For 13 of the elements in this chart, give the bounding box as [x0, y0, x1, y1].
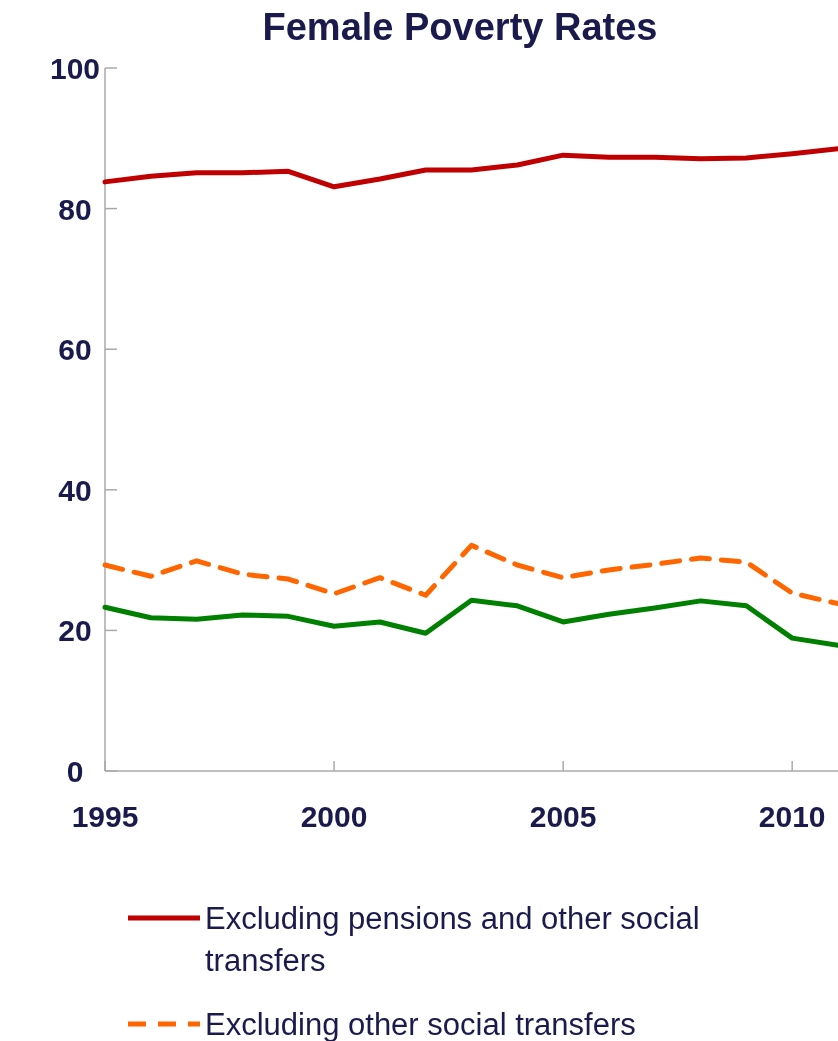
y-tick-label: 0 — [66, 755, 84, 788]
x-tick-label: 2010 — [758, 800, 826, 833]
x-tick-label: 2005 — [529, 800, 597, 833]
x-tick-label: 1995 — [71, 800, 139, 833]
y-tick-label: 20 — [58, 614, 92, 648]
y-tick-label: 100 — [49, 52, 101, 85]
legend-label: Excluding pensions and other social transfers — [205, 901, 700, 978]
y-tick-label: 80 — [58, 192, 92, 226]
y-tick-label: 60 — [58, 333, 92, 367]
legend-label: Excluding other social transfers — [205, 1007, 636, 1041]
x-tick-label: 2000 — [300, 800, 368, 833]
y-tick-label: 40 — [58, 473, 92, 507]
chart-title: Female Poverty Rates — [262, 6, 658, 48]
